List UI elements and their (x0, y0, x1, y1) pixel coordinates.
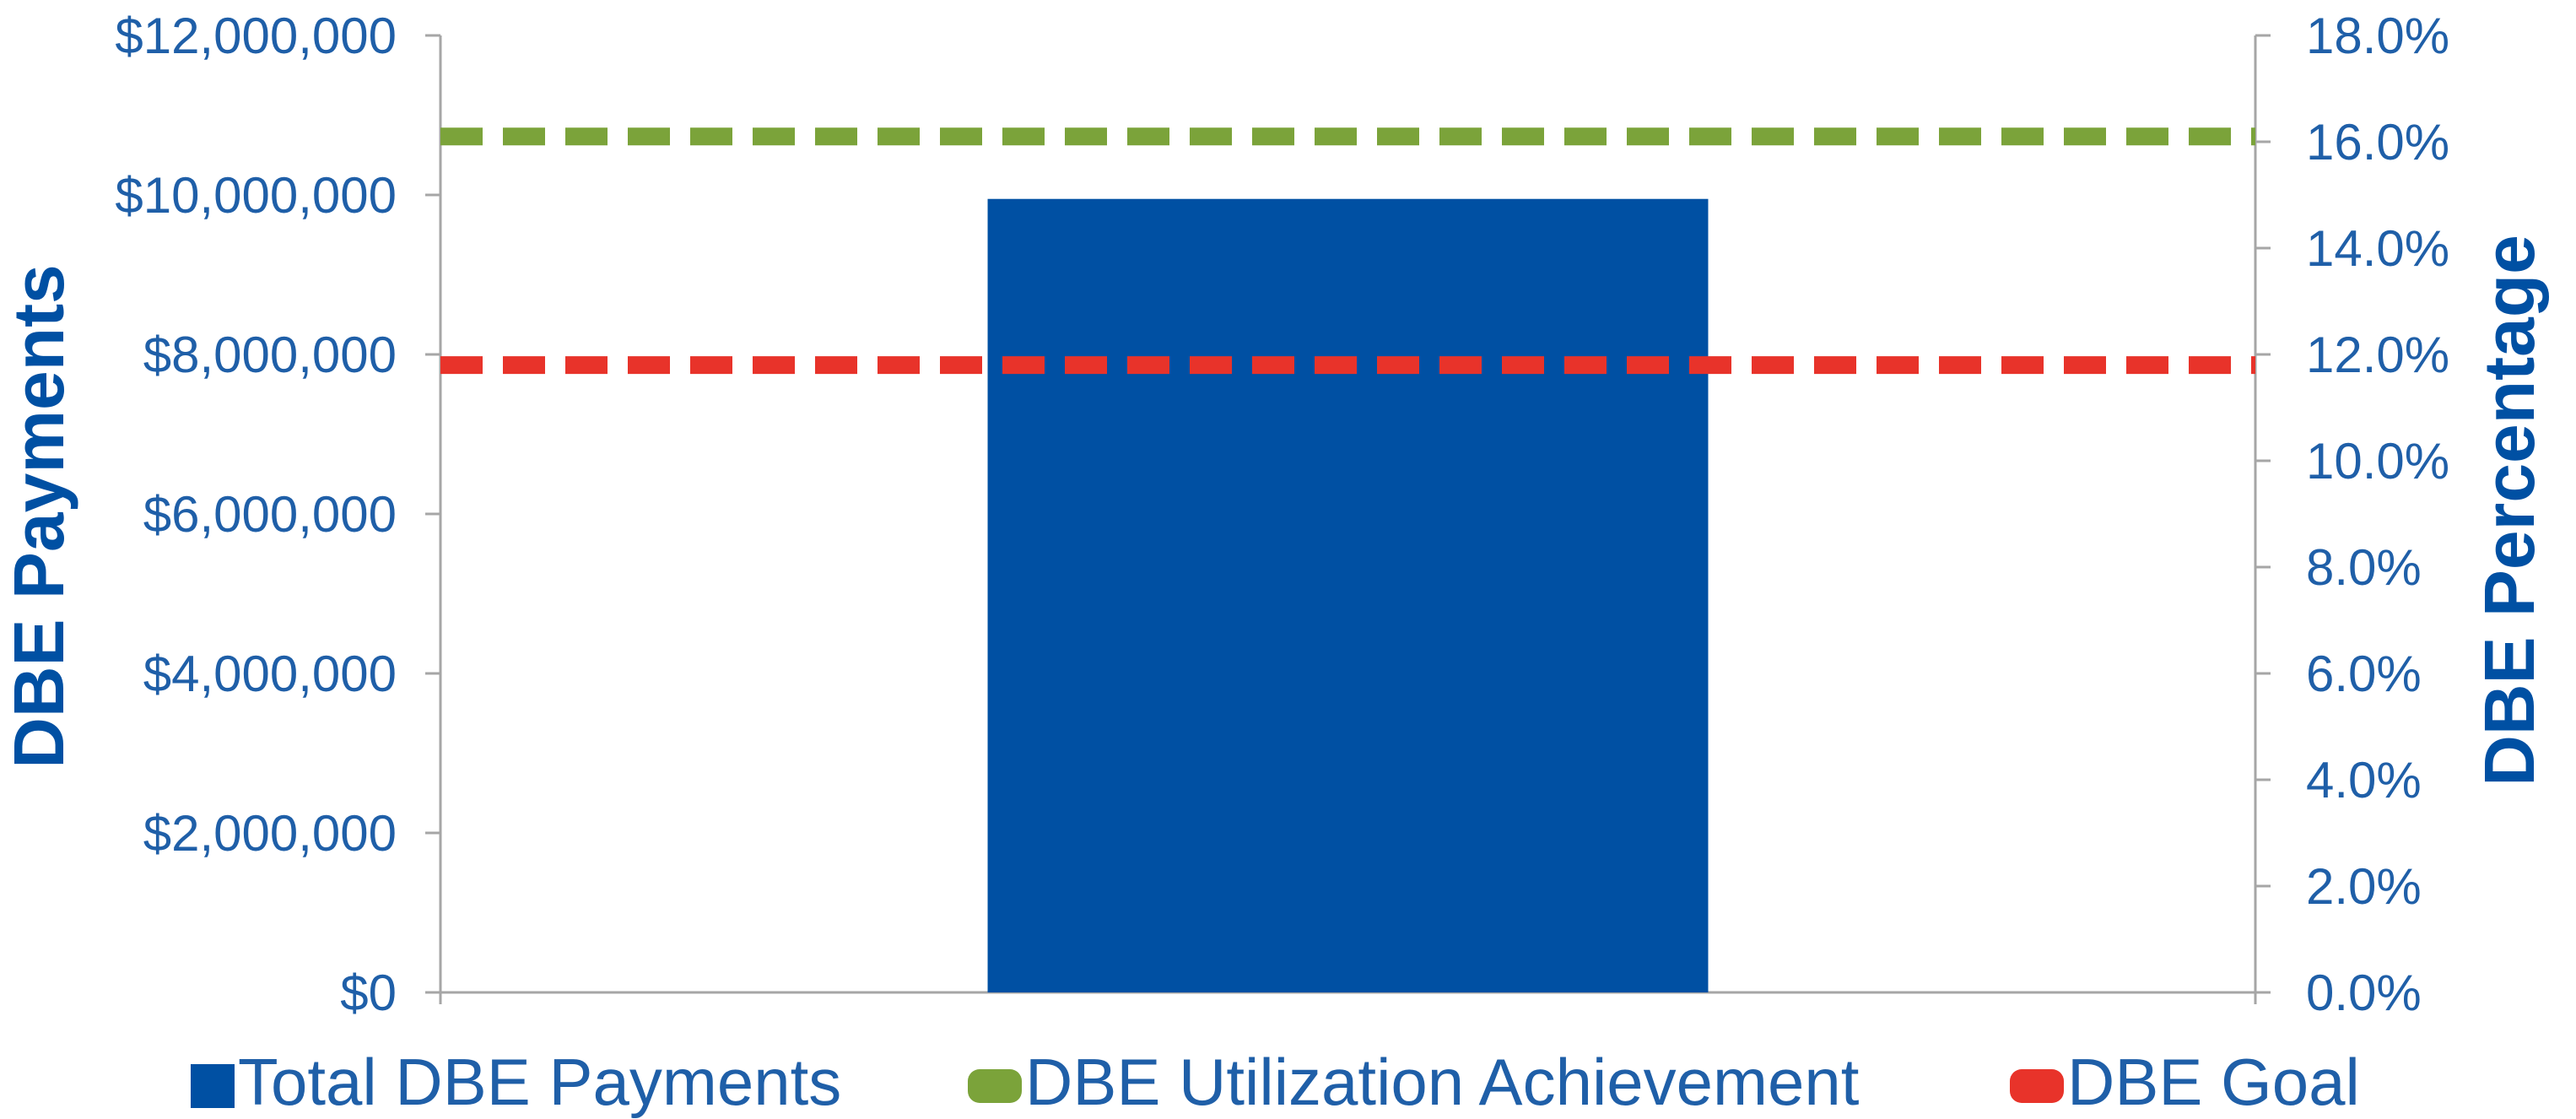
left-tick-label: $0 (340, 965, 397, 1021)
left-tick-label: $10,000,000 (115, 167, 397, 224)
right-tick-label: 18.0% (2306, 8, 2449, 64)
legend: Total DBE Payments DBE Utilization Achie… (191, 1045, 2360, 1119)
line-layer (440, 127, 2255, 375)
legend-label-dbe-utilization-achievement: DBE Utilization Achievement (1025, 1045, 1860, 1119)
legend-swatch-total-dbe-payments (191, 1064, 235, 1108)
left-tick-label: $2,000,000 (143, 805, 397, 862)
left-axis-title: DBE Payments (0, 264, 78, 769)
legend-swatch-dbe-utilization-achievement (968, 1069, 1022, 1103)
right-tick-label: 8.0% (2306, 539, 2422, 596)
right-tick-label: 4.0% (2306, 752, 2422, 808)
left-axis-ticks: $0 $2,000,000 $4,000,000 $6,000,000 $8,000,0… (115, 8, 440, 1021)
legend-label-dbe-goal: DBE Goal (2067, 1045, 2360, 1119)
right-axis-title: DBE Percentage (2470, 235, 2549, 787)
legend-label-total-dbe-payments: Total DBE Payments (238, 1045, 841, 1119)
right-tick-label: 6.0% (2306, 646, 2422, 702)
legend-swatch-dbe-goal (2010, 1069, 2064, 1103)
right-tick-label: 0.0% (2306, 965, 2422, 1021)
left-tick-label: $6,000,000 (143, 486, 397, 543)
right-axis-ticks: 0.0% 2.0% 4.0% 6.0% 8.0% 10.0% 12.0% 14.0% 16.0%… (2255, 8, 2449, 1021)
bar-layer (987, 198, 1709, 993)
bar-total-dbe-payments (987, 198, 1709, 993)
right-tick-label: 14.0% (2306, 220, 2449, 277)
left-tick-label: $4,000,000 (143, 646, 397, 702)
right-tick-label: 16.0% (2306, 114, 2449, 170)
right-tick-label: 2.0% (2306, 858, 2422, 915)
left-tick-label: $12,000,000 (115, 8, 397, 64)
right-tick-label: 10.0% (2306, 433, 2449, 489)
left-tick-label: $8,000,000 (143, 327, 397, 383)
right-tick-label: 12.0% (2306, 327, 2449, 383)
